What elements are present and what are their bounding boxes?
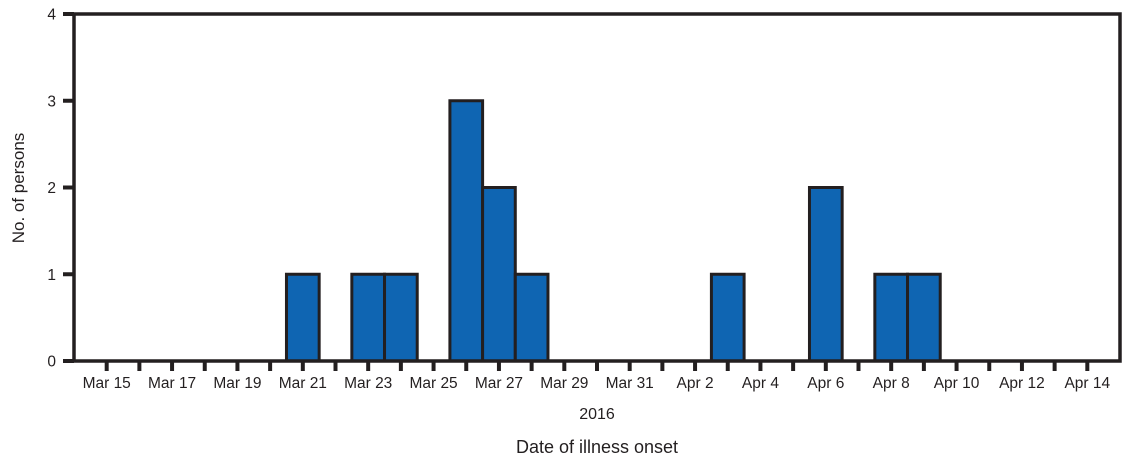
y-tick-label: 2 xyxy=(47,180,56,197)
bar-mar-24 xyxy=(383,272,419,363)
x-tick-label: Apr 14 xyxy=(1064,375,1110,392)
y-tick-label: 3 xyxy=(47,93,56,110)
bar-mar-23 xyxy=(350,272,387,363)
x-tick-label: Mar 23 xyxy=(344,375,392,392)
y-tick-label: 1 xyxy=(47,267,56,284)
bar-apr-9 xyxy=(906,272,942,363)
bar-mar-26 xyxy=(448,99,485,363)
bar-mar-27 xyxy=(481,186,517,363)
x-tick-label: Mar 15 xyxy=(83,375,131,392)
bar-apr-3 xyxy=(709,272,746,363)
x-tick-label: Mar 21 xyxy=(279,375,327,392)
x-tick-label: Apr 8 xyxy=(873,375,910,392)
plot-frame xyxy=(72,12,1122,363)
x-axis-title: Date of illness onset xyxy=(515,437,679,457)
x-tick-label: Mar 29 xyxy=(540,375,588,392)
x-tick-label: Mar 27 xyxy=(475,375,523,392)
x-tick-label: Apr 2 xyxy=(677,375,714,392)
x-tick-label: Mar 31 xyxy=(606,375,654,392)
bar-apr-8 xyxy=(873,272,910,363)
x-tick-label: Mar 25 xyxy=(409,375,457,392)
x-tick-label: Apr 4 xyxy=(742,375,779,392)
y-tick-label: 4 xyxy=(47,7,56,24)
x-axis-year-label: 2016 xyxy=(579,406,615,423)
x-tick-label: Apr 10 xyxy=(934,375,980,392)
bar-mar-21 xyxy=(284,272,321,363)
x-tick-label: Apr 12 xyxy=(999,375,1045,392)
x-tick-label: Mar 19 xyxy=(213,375,261,392)
bar-apr-6 xyxy=(807,186,844,363)
bar-mar-28 xyxy=(513,272,550,363)
x-tick-label: Mar 17 xyxy=(148,375,196,392)
x-tick-label: Apr 6 xyxy=(807,375,844,392)
y-tick-label: 0 xyxy=(47,354,56,371)
